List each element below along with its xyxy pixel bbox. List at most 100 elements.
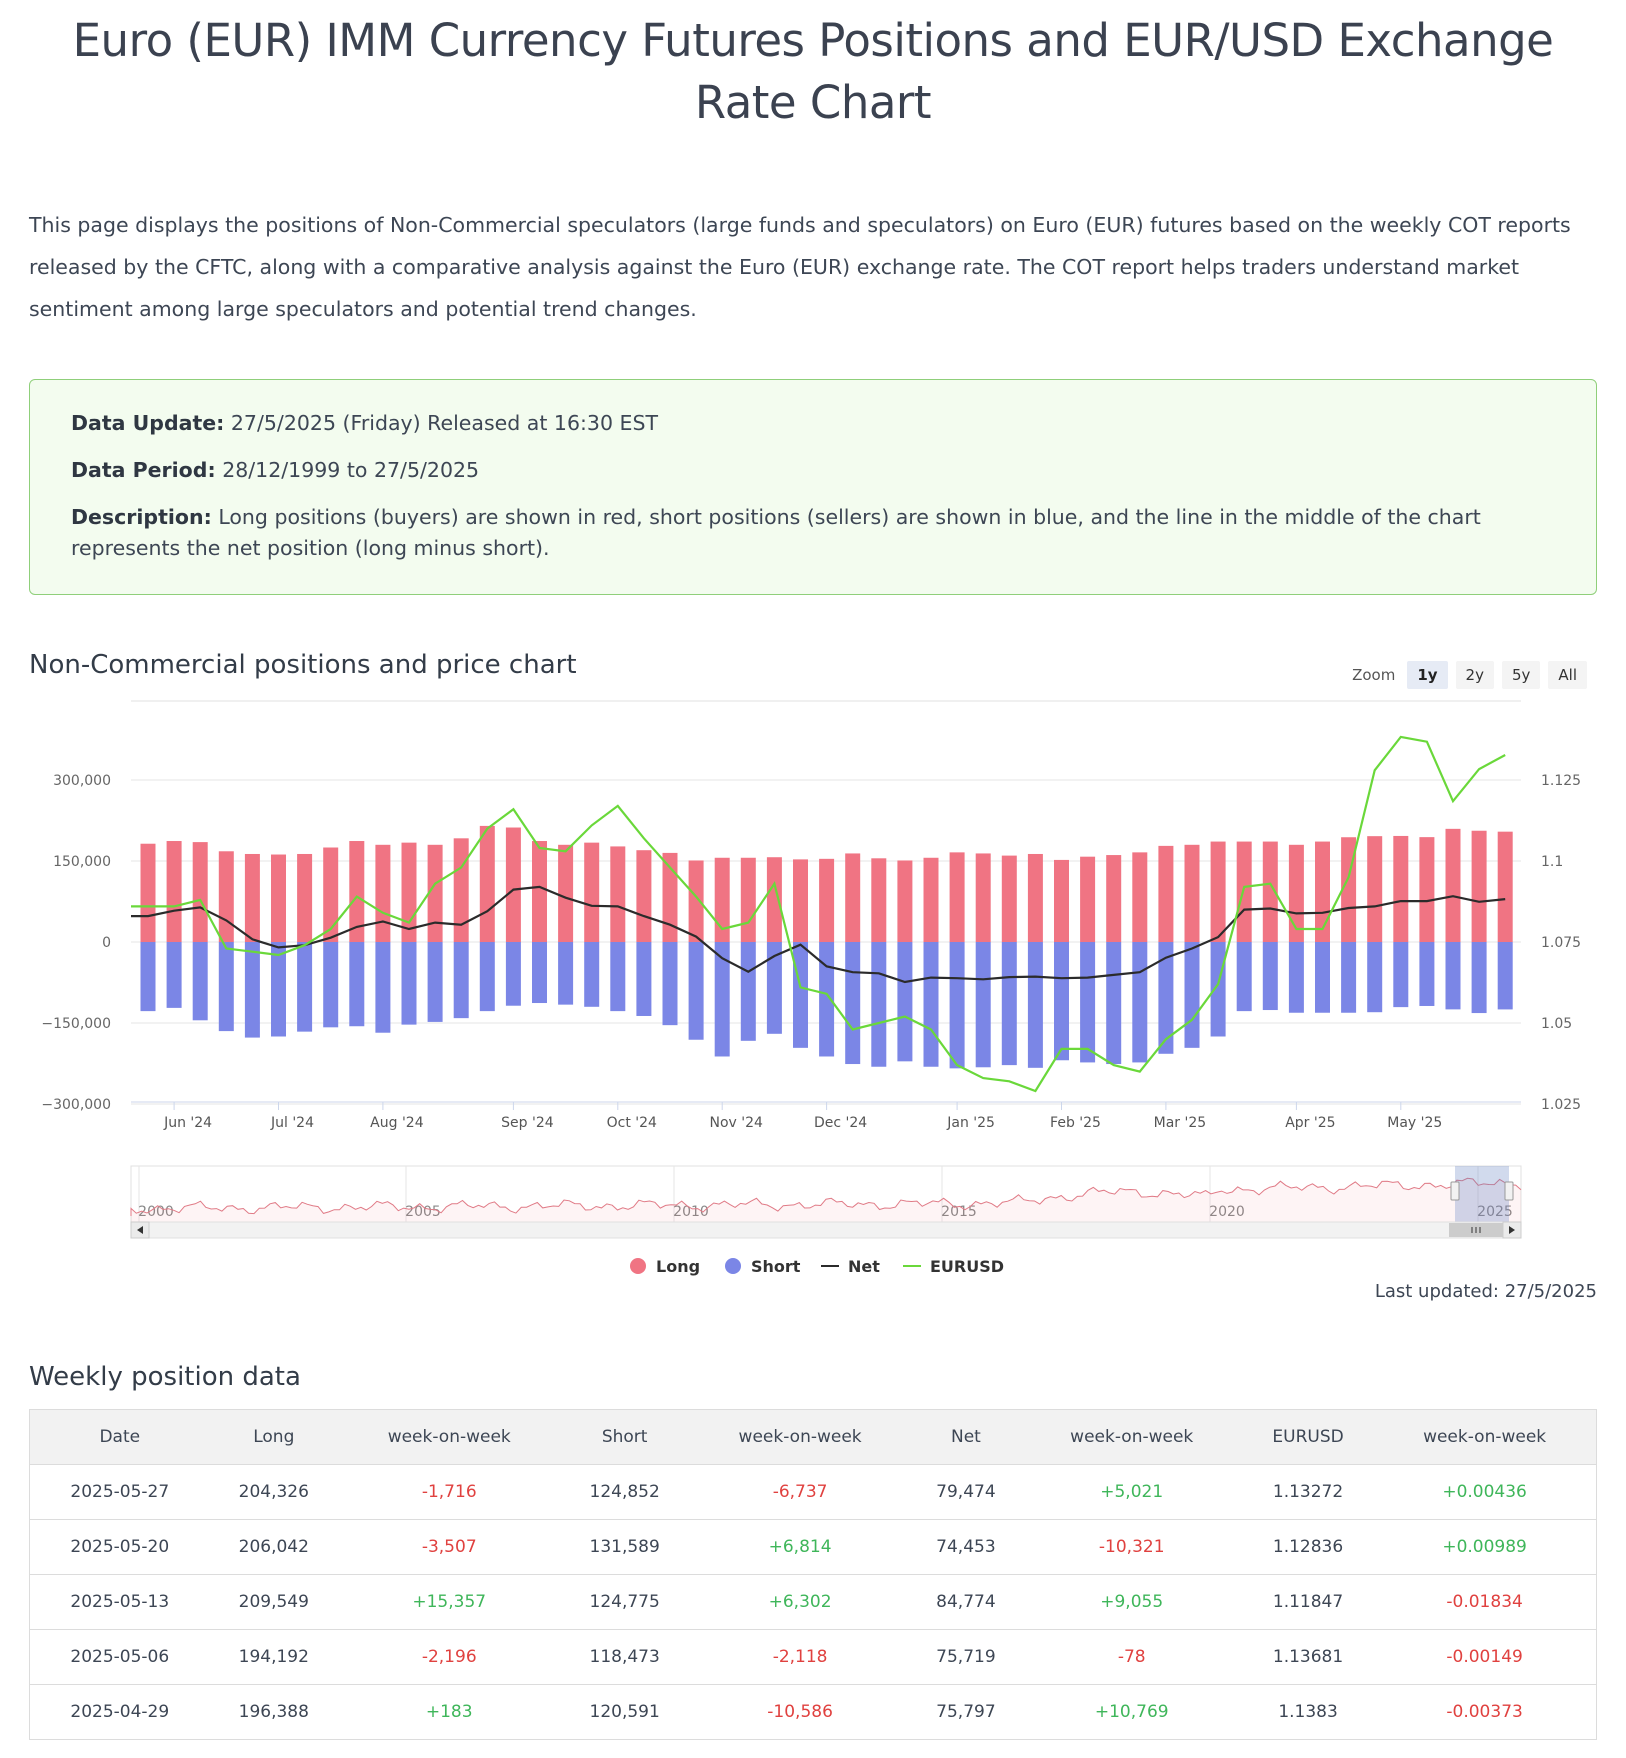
short-bar — [1080, 942, 1096, 1063]
cell-eurusd-wow: -0.01834 — [1373, 1574, 1598, 1630]
zoom-1y-button[interactable]: 1y — [1407, 661, 1448, 689]
legend-label: Short — [751, 1257, 801, 1276]
long-bar — [349, 841, 365, 942]
long-bar — [1210, 841, 1226, 942]
long-bar — [1445, 828, 1461, 942]
navigator-frame — [130, 1165, 1522, 1223]
cell-long-wow: +183 — [338, 1684, 561, 1740]
zoom-all-button[interactable]: All — [1548, 661, 1587, 689]
col-long[interactable]: Long — [209, 1409, 339, 1465]
zoom-controls: Zoom 1y 2y 5y All — [1352, 661, 1587, 689]
long-bar — [1315, 841, 1330, 942]
short-bar — [1210, 942, 1226, 1037]
x-axis-label: Mar '25 — [1154, 1115, 1207, 1131]
cell-long: 206,042 — [209, 1519, 339, 1575]
cell-short: 131,589 — [560, 1519, 689, 1575]
long-bar — [1419, 837, 1435, 942]
short-bar — [1262, 942, 1278, 1011]
long-bar — [1132, 852, 1148, 942]
cell-net-wow: -10,321 — [1020, 1519, 1243, 1575]
short-bar — [479, 942, 495, 1012]
navigator-right-handle[interactable] — [1504, 1181, 1514, 1201]
navigator-left-handle[interactable] — [1450, 1181, 1460, 1201]
scroll-left-arrow-icon — [137, 1226, 143, 1234]
short-bar — [975, 942, 991, 1068]
cell-short: 118,473 — [560, 1629, 689, 1685]
cell-eurusd: 1.13681 — [1242, 1629, 1374, 1685]
long-bar — [532, 841, 547, 942]
long-bar — [558, 844, 574, 942]
cell-net-wow: +10,769 — [1020, 1684, 1243, 1740]
cell-eurusd-wow: +0.00989 — [1373, 1519, 1598, 1575]
cell-net-wow: +9,055 — [1020, 1574, 1243, 1630]
cell-net: 84,774 — [911, 1574, 1021, 1630]
col-eurusd-wow[interactable]: week-on-week — [1373, 1409, 1598, 1465]
long-bar — [1106, 855, 1122, 942]
cell-eurusd: 1.13272 — [1242, 1464, 1374, 1520]
short-bar — [166, 942, 182, 1008]
col-net[interactable]: Net — [911, 1409, 1021, 1465]
legend-item-short[interactable]: Short — [725, 1257, 801, 1276]
long-bar — [218, 851, 234, 942]
short-bar — [271, 942, 286, 1037]
short-bar — [1054, 942, 1069, 1061]
navigator-area — [131, 1178, 1521, 1222]
short-bar — [1288, 942, 1304, 1013]
col-eurusd[interactable]: EURUSD — [1242, 1409, 1374, 1465]
long-bar — [1236, 841, 1252, 942]
short-bar — [766, 942, 782, 1034]
cell-short-wow: -2,118 — [688, 1629, 912, 1685]
zoom-5y-button[interactable]: 5y — [1501, 661, 1541, 689]
long-bar — [453, 838, 469, 942]
table-header-row: Date Long week-on-week Short week-on-wee… — [28, 1409, 1598, 1465]
col-long-wow[interactable]: week-on-week — [338, 1409, 561, 1465]
short-bar — [1027, 942, 1043, 1068]
col-net-wow[interactable]: week-on-week — [1020, 1409, 1243, 1465]
cell-net: 75,797 — [911, 1684, 1021, 1740]
cell-net: 79,474 — [911, 1464, 1021, 1520]
short-bar — [505, 942, 521, 1006]
cell-long: 204,326 — [209, 1464, 339, 1520]
cell-net-wow: -78 — [1020, 1629, 1243, 1685]
description-line: Description: Long positions (buyers) are… — [71, 502, 1555, 564]
long-bar — [766, 857, 782, 942]
right-axis-tick: 1.025 — [1541, 1097, 1581, 1113]
long-bar — [714, 857, 730, 942]
legend-item-net[interactable]: Net — [821, 1257, 880, 1276]
left-axis-tick: −150,000 — [41, 1016, 111, 1032]
short-bar — [897, 942, 913, 1062]
long-bar — [1262, 841, 1278, 942]
long-bar — [975, 853, 991, 942]
short-bar — [375, 942, 391, 1033]
short-bar — [323, 942, 339, 1028]
short-bar — [1315, 942, 1330, 1013]
cell-long: 196,388 — [209, 1684, 339, 1740]
zoom-2y-button[interactable]: 2y — [1455, 661, 1494, 689]
right-axis-tick: 1.125 — [1541, 773, 1581, 789]
left-axis-tick: −300,000 — [41, 1097, 111, 1113]
data-period-label: Data Period: — [71, 458, 216, 482]
cell-net: 74,453 — [911, 1519, 1021, 1575]
col-short-wow[interactable]: week-on-week — [688, 1409, 912, 1465]
legend-marker-icon — [725, 1258, 741, 1274]
long-bar — [479, 825, 495, 942]
chart-header: Non-Commercial positions and price chart… — [29, 650, 1597, 700]
long-bar — [427, 844, 443, 942]
positions-price-chart[interactable]: 300,000 1.125 150,000 1.1 0 1.075 −150,000 1.05… — [0, 0, 1626, 1300]
x-axis-label: Nov '24 — [709, 1115, 763, 1131]
legend-item-eurusd[interactable]: EURUSD — [903, 1257, 1004, 1276]
short-bar — [1184, 942, 1200, 1048]
col-short[interactable]: Short — [560, 1409, 689, 1465]
col-date[interactable]: Date — [28, 1409, 210, 1465]
cell-eurusd: 1.11847 — [1242, 1574, 1374, 1630]
legend-marker-icon — [630, 1258, 646, 1274]
long-bar — [610, 846, 626, 942]
long-bar — [1471, 830, 1487, 942]
cell-short: 120,591 — [560, 1684, 689, 1740]
navigator-year-label: 2000 — [138, 1204, 174, 1220]
data-update-label: Data Update: — [71, 411, 225, 435]
long-bar — [845, 853, 861, 942]
short-bar — [688, 942, 704, 1040]
legend-item-long[interactable]: Long — [630, 1257, 700, 1276]
short-bar — [871, 942, 887, 1067]
